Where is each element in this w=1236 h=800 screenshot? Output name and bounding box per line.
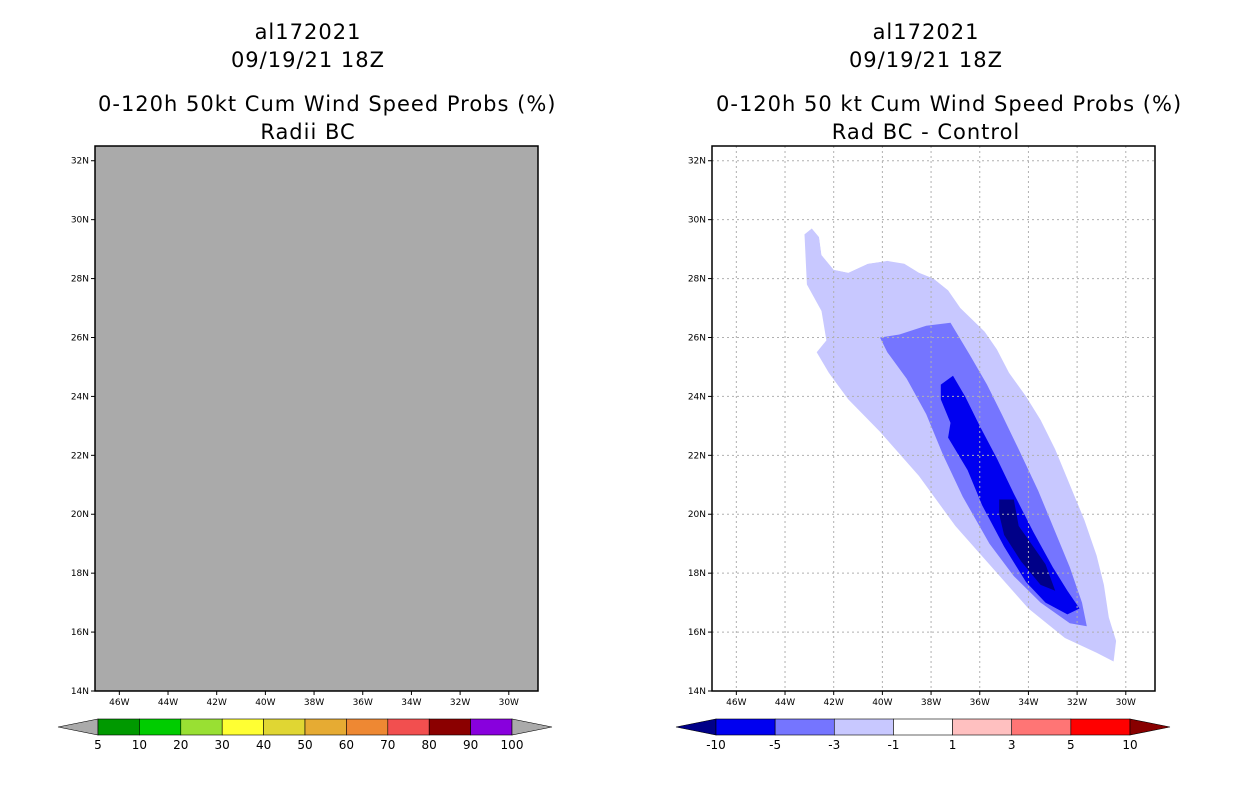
- left-xtick-label-40W: 40W: [255, 698, 275, 708]
- left-ytick-label-18N: 18N: [71, 569, 89, 579]
- left-colorbar-label-100: 100: [501, 738, 524, 752]
- left-colorbar-segment-80-to-90: [428, 718, 471, 736]
- right-colorbar-label-10: 10: [1122, 738, 1137, 752]
- left-ytick-label-14N: 14N: [71, 687, 89, 697]
- right-ytick-label-28N: 28N: [688, 275, 706, 285]
- left-title-product: 0-120h 50kt Cum Wind Speed Probs (%): [98, 92, 557, 116]
- right-title: al172021 09/19/21 18Z 0-120h 50 kt Cum W…: [716, 20, 1183, 144]
- left-colorbar: 5 10 20 30 40 50 60 70 80 90 100: [57, 718, 553, 752]
- right-colorbar-segment--10-to--5: [715, 718, 776, 736]
- right-xtick-label-40W: 40W: [872, 698, 892, 708]
- left-colorbar-segment-5-to-10: [97, 718, 140, 736]
- left-ytick-label-30N: 30N: [71, 216, 89, 226]
- right-xtick-label-44W: 44W: [775, 698, 795, 708]
- left-title: al172021 09/19/21 18Z 0-120h 50kt Cum Wi…: [98, 20, 557, 144]
- left-ytick-label-16N: 16N: [71, 628, 89, 638]
- left-colorbar-label-60: 60: [339, 738, 354, 752]
- left-colorbar-label-20: 20: [173, 738, 188, 752]
- right-colorbar-label--5: -5: [769, 738, 781, 752]
- left-ytick-label-24N: 24N: [71, 392, 89, 402]
- right-ytick-label-30N: 30N: [688, 216, 706, 226]
- left-xtick-label-38W: 38W: [304, 698, 324, 708]
- left-colorbar-under-arrow: [57, 718, 99, 736]
- left-title-datetime: 09/19/21 18Z: [230, 48, 386, 72]
- left-colorbar-label-80: 80: [422, 738, 437, 752]
- left-ytick-label-20N: 20N: [71, 510, 89, 520]
- left-xtick-label-34W: 34W: [401, 698, 421, 708]
- left-data-fill: [95, 146, 538, 691]
- right-title-datetime: 09/19/21 18Z: [848, 48, 1004, 72]
- left-title-subtitle: Radii BC: [260, 120, 356, 144]
- right-ytick-label-22N: 22N: [688, 451, 706, 461]
- right-xtick-label-32W: 32W: [1067, 698, 1087, 708]
- left-ytick-label-26N: 26N: [71, 333, 89, 343]
- right-ytick-label-14N: 14N: [688, 687, 706, 697]
- right-ytick-label-26N: 26N: [688, 333, 706, 343]
- left-xtick-label-30W: 30W: [499, 698, 519, 708]
- right-xtick-label-30W: 30W: [1116, 698, 1136, 708]
- contour-fill-below-minus10: [999, 499, 1056, 591]
- left-ytick-label-32N: 32N: [71, 157, 89, 167]
- right-colorbar-label--10: -10: [706, 738, 726, 752]
- contour-hole-white: [819, 225, 888, 273]
- right-colorbar-segment--3-to--1: [833, 718, 894, 736]
- left-colorbar-label-40: 40: [256, 738, 271, 752]
- left-colorbar-segment-70-to-80: [387, 718, 430, 736]
- left-colorbar-over-arrow: [511, 718, 553, 736]
- right-colorbar-over-arrow: [1129, 718, 1171, 736]
- left-colorbar-label-30: 30: [215, 738, 230, 752]
- left-xtick-label-36W: 36W: [353, 698, 373, 708]
- left-colorbar-label-5: 5: [94, 738, 102, 752]
- right-ytick-label-24N: 24N: [688, 392, 706, 402]
- left-plot-frame: [94, 145, 539, 692]
- left-colorbar-segment-30-to-40: [221, 718, 264, 736]
- left-xtick-label-44W: 44W: [158, 698, 178, 708]
- right-colorbar-segment-3-to-5: [1011, 718, 1072, 736]
- right-colorbar-segment--1-to-1: [893, 718, 953, 736]
- left-colorbar-segment-50-to-60: [304, 718, 347, 736]
- right-colorbar-label-1: 1: [949, 738, 957, 752]
- left-ytick-label-22N: 22N: [71, 451, 89, 461]
- right-title-product: 0-120h 50 kt Cum Wind Speed Probs (%): [716, 92, 1183, 116]
- right-colorbar-label-3: 3: [1008, 738, 1016, 752]
- left-xtick-label-46W: 46W: [109, 698, 129, 708]
- left-xtick-label-32W: 32W: [450, 698, 470, 708]
- right-colorbar-label--3: -3: [828, 738, 840, 752]
- left-ytick-label-28N: 28N: [71, 275, 89, 285]
- left-colorbar-segment-10-to-20: [139, 718, 182, 736]
- left-colorbar-label-70: 70: [380, 738, 395, 752]
- right-plot-frame: [711, 145, 1156, 692]
- right-xtick-label-42W: 42W: [824, 698, 844, 708]
- right-ytick-label-32N: 32N: [688, 157, 706, 167]
- right-colorbar: -10 -5 -3 -1 1 3 5 10: [675, 718, 1171, 752]
- right-xtick-label-34W: 34W: [1018, 698, 1038, 708]
- left-title-storm-id: al172021: [254, 20, 362, 44]
- right-colorbar-segment-5-to-10: [1070, 718, 1131, 736]
- left-colorbar-segment-20-to-30: [180, 718, 223, 736]
- right-colorbar-under-arrow: [675, 718, 717, 736]
- right-colorbar-label--1: -1: [887, 738, 899, 752]
- left-colorbar-label-90: 90: [463, 738, 478, 752]
- left-colorbar-label-50: 50: [297, 738, 312, 752]
- right-colorbar-segment--5-to--3: [774, 718, 835, 736]
- right-ytick-label-18N: 18N: [688, 569, 706, 579]
- contour-fill-minus5-to-minus10: [940, 375, 1080, 615]
- right-xtick-label-46W: 46W: [726, 698, 746, 708]
- left-panel: 46W 44W 42W 40W 38W 36W 34W 32W 30W 32N 30N 28N 26N 2…: [71, 145, 539, 708]
- right-ytick-label-20N: 20N: [688, 510, 706, 520]
- left-colorbar-segment-60-to-70: [346, 718, 389, 736]
- left-colorbar-label-10: 10: [132, 738, 147, 752]
- left-colorbar-segment-40-to-50: [263, 718, 306, 736]
- right-xtick-label-38W: 38W: [921, 698, 941, 708]
- right-colorbar-segment-1-to-3: [952, 718, 1013, 736]
- left-xtick-label-42W: 42W: [207, 698, 227, 708]
- right-ytick-label-16N: 16N: [688, 628, 706, 638]
- right-title-subtitle: Rad BC - Control: [831, 120, 1021, 144]
- left-colorbar-segment-90-to-100: [470, 718, 513, 736]
- right-panel: 46W 44W 42W 40W 38W 36W 34W 32W 30W 32N 30N 28N 26N 2…: [688, 145, 1156, 708]
- right-colorbar-label-5: 5: [1067, 738, 1075, 752]
- right-title-storm-id: al172021: [872, 20, 980, 44]
- right-xtick-label-36W: 36W: [970, 698, 990, 708]
